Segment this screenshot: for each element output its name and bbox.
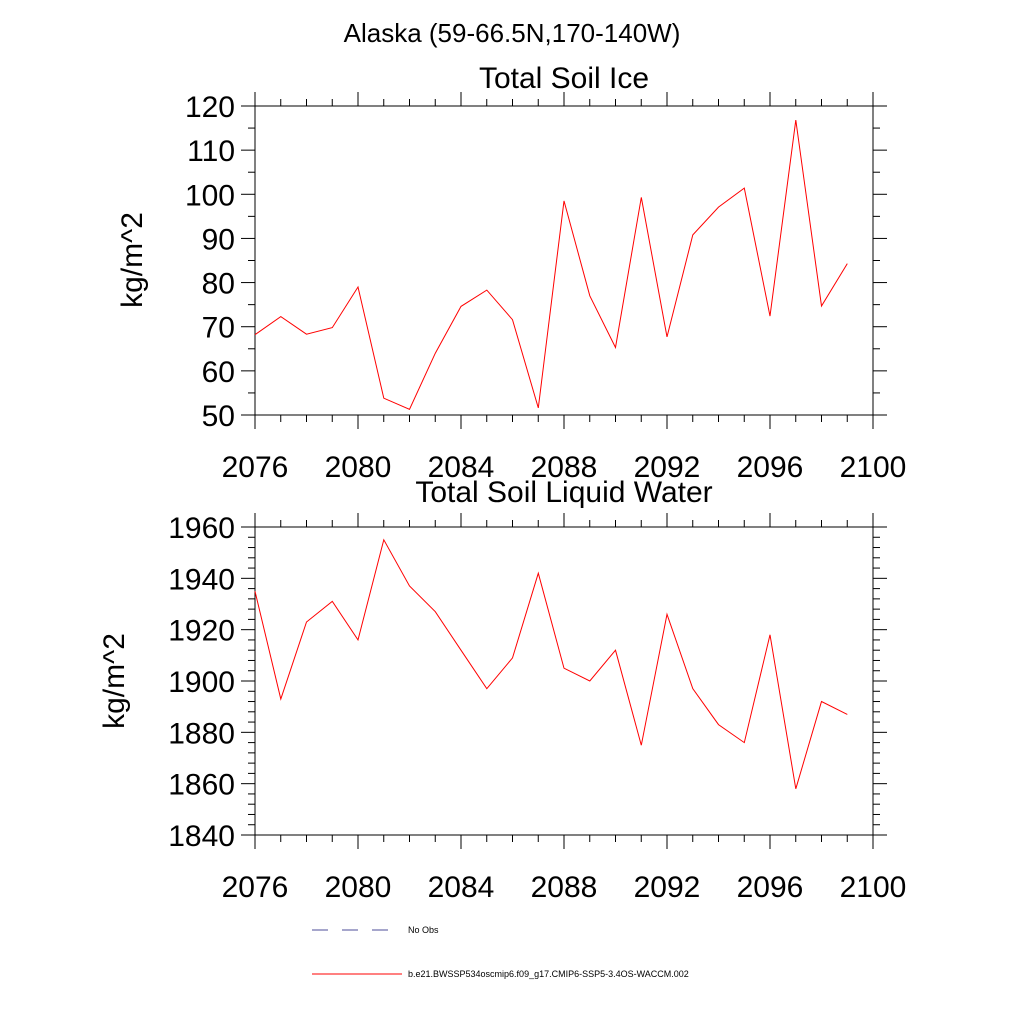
x-tick-label: 2084 [428,871,495,904]
x-tick-label: 2100 [840,871,907,904]
panel-soil-ice: Total Soil Ice kg/m^2 50 60 70 80 90 100 110 12… [116,62,906,484]
legend-label-no-obs: No Obs [408,925,439,935]
x-tick-label: 2084 [428,451,495,484]
y-axis-label: kg/m^2 [98,633,131,729]
plot-frame [254,105,874,416]
series-line [254,120,848,410]
y-tick-label: 1880 [168,717,235,750]
y-tick-label: 1900 [168,666,235,699]
y-tick-label: 60 [202,356,235,389]
x-tick-label: 2096 [737,451,804,484]
panel-title: Total Soil Liquid Water [415,476,712,509]
x-tick-label: 2088 [531,451,598,484]
legend-label-model: b.e21.BWSSP534oscmip6.f09_g17.CMIP6-SSP5… [408,969,689,979]
legend: No Obs b.e21.BWSSP534oscmip6.f09_g17.CMI… [312,925,689,979]
y-tick-label: 90 [202,223,235,256]
y-axis-label: kg/m^2 [116,212,149,308]
series-line [254,538,848,789]
x-tick-label: 2080 [325,451,392,484]
y-tick-label: 1960 [168,512,235,545]
x-tick-label: 2080 [325,871,392,904]
plot-frame [254,526,874,836]
panel-title: Total Soil Ice [479,62,649,95]
y-tick-label: 80 [202,268,235,301]
y-tick-label: 1840 [168,820,235,853]
x-tick-label: 2096 [737,871,804,904]
x-tick-label: 2092 [634,451,701,484]
y-tick-label: 70 [202,312,235,345]
y-tick-label: 110 [187,135,235,168]
y-tick-label: 1940 [168,563,235,596]
x-tick-label: 2088 [531,871,598,904]
x-tick-label: 2076 [222,451,289,484]
y-tick-label: 1860 [168,769,235,802]
x-tick-label: 2076 [222,871,289,904]
y-tick-label: 50 [202,400,235,433]
y-tick-label: 100 [185,179,235,212]
x-tick-label: 2092 [634,871,701,904]
y-tick-label: 1920 [168,615,235,648]
x-tick-label: 2100 [840,451,907,484]
suptitle: Alaska (59-66.5N,170-140W) [344,18,681,48]
panel-soil-liquid-water: Total Soil Liquid Water kg/m^2 1840 1860 1… [98,476,906,904]
y-tick-label: 120 [185,91,235,124]
